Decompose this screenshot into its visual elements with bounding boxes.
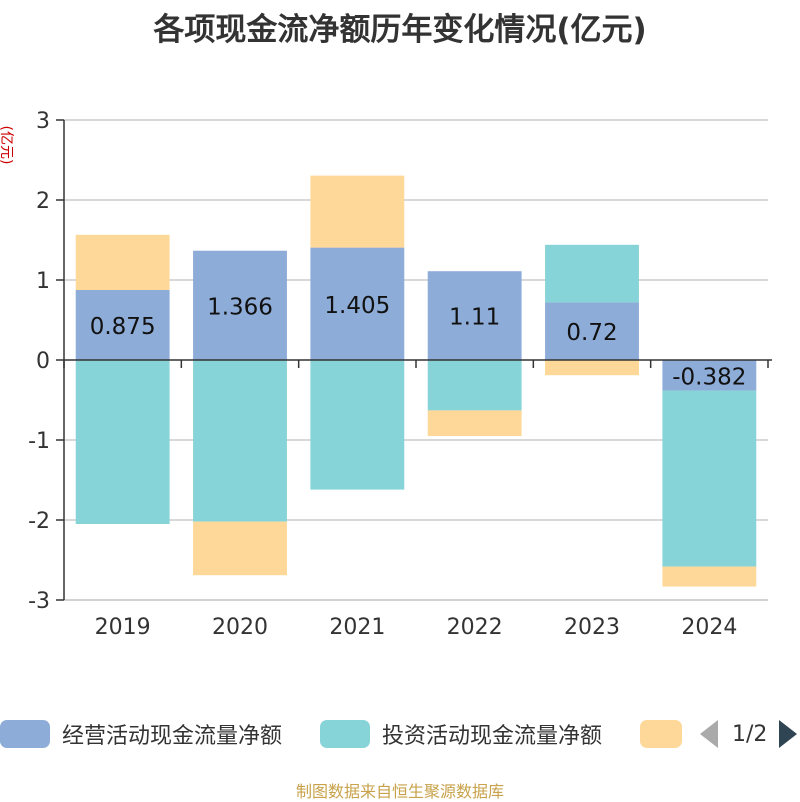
- bar-investing-2019: [75, 360, 170, 524]
- axes: 3 2 1 0 -1 -2 -3 2019 2020 2021 2022 2023 2024: [28, 109, 772, 640]
- x-tick-label-2023: 2023: [564, 615, 620, 640]
- bar-operating-2019: [75, 290, 170, 360]
- data-label-2024: -0.382: [672, 364, 746, 390]
- x-tick-label-2022: 2022: [447, 615, 503, 640]
- y-tick-label: 1: [36, 269, 50, 294]
- y-axis-unit-label: (亿元): [0, 126, 14, 165]
- bar-financing-2020: [193, 521, 287, 576]
- chart-title: 各项现金流净额历年变化情况(亿元): [153, 12, 647, 48]
- y-tick-label: 3: [36, 109, 50, 134]
- x-tick-label-2021: 2021: [329, 615, 385, 640]
- bar-investing-2022: [427, 360, 522, 411]
- legend-item-third[interactable]: [640, 716, 682, 752]
- legend-swatch-investing: [320, 720, 370, 748]
- y-tick-label: -1: [28, 429, 50, 454]
- legend-pager: 1/2: [700, 716, 798, 752]
- bar-operating-2022: [427, 271, 522, 360]
- legend-swatch-operating: [0, 720, 50, 748]
- prev-page-icon[interactable]: [700, 720, 718, 748]
- y-tick-label: 0: [36, 349, 50, 374]
- source-note: 制图数据来自恒生聚源数据库: [295, 782, 504, 801]
- bar-investing-2024: [662, 390, 757, 567]
- data-label-2020: 1.366: [207, 294, 273, 320]
- y-tick-label: -3: [28, 589, 50, 614]
- next-page-icon[interactable]: [779, 720, 798, 748]
- bar-financing-2021: [310, 175, 405, 248]
- bar-investing-2020: [193, 360, 287, 522]
- bar-operating-2024: [662, 360, 757, 391]
- y-tick-label: 2: [36, 189, 50, 214]
- legend-item-operating[interactable]: 经营活动现金流量净额: [0, 716, 282, 752]
- bar-operating-2021: [310, 247, 405, 360]
- bar-investing-2021: [310, 360, 405, 490]
- bar-financing-2022: [427, 410, 522, 436]
- x-tick-label-2019: 2019: [95, 615, 151, 640]
- x-tick-label-2020: 2020: [212, 615, 268, 640]
- y-tick-label: -2: [28, 509, 50, 534]
- legend-item-investing[interactable]: 投资活动现金流量净额: [320, 716, 602, 752]
- data-label-2023: 0.72: [566, 320, 617, 346]
- bar-financing-2024: [662, 566, 757, 587]
- x-tick-label-2024: 2024: [681, 615, 737, 640]
- legend-swatch-third: [640, 720, 682, 748]
- bar-operating-2020: [193, 250, 287, 360]
- data-label-2022: 1.11: [449, 305, 500, 331]
- legend: 经营活动现金流量净额 投资活动现金流量净额 1/2: [0, 716, 800, 756]
- bar-investing-2023: [545, 244, 639, 303]
- data-labels: 0.875 1.366 1.405 1.11 0.72 -0.382: [90, 293, 747, 390]
- bars: [75, 175, 757, 587]
- legend-label-investing: 投资活动现金流量净额: [382, 724, 603, 749]
- data-label-2021: 1.405: [324, 293, 390, 319]
- bar-operating-2023: [545, 302, 639, 360]
- data-label-2019: 0.875: [90, 314, 156, 340]
- bar-financing-2023: [545, 360, 639, 376]
- legend-page-indicator: 1/2: [732, 721, 768, 747]
- legend-label-operating: 经营活动现金流量净额: [62, 724, 283, 749]
- bar-financing-2019: [75, 234, 170, 290]
